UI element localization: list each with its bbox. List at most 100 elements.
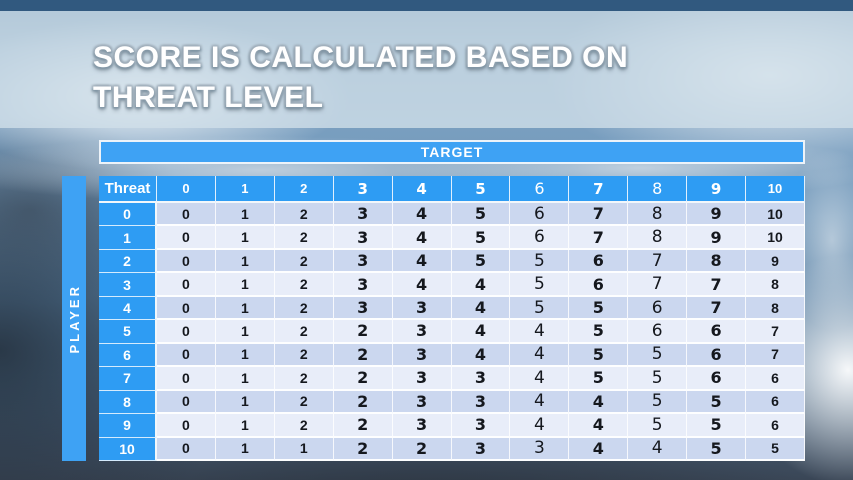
score-cell: 10	[746, 226, 805, 250]
score-cell: 7	[687, 273, 747, 297]
score-cell: 0	[157, 437, 216, 461]
score-cell: 6	[687, 367, 747, 391]
threat-row-header: 3	[99, 273, 157, 297]
score-cell: 7	[628, 249, 688, 274]
score-cell: 2	[333, 390, 393, 415]
score-cell: 6	[510, 226, 570, 250]
score-cell: 2	[392, 437, 452, 461]
score-cell: 7	[746, 343, 805, 368]
score-cell: 5	[569, 367, 629, 391]
score-cell: 7	[687, 296, 747, 321]
slide-title: SCORE IS CALCULATED BASED ON THREAT LEVE…	[93, 41, 629, 114]
score-cell: 5	[510, 249, 570, 274]
score-cell: 4	[569, 414, 629, 438]
score-cell: 6	[510, 203, 570, 227]
score-cell: 3	[451, 367, 511, 391]
score-cell: 6	[569, 249, 629, 274]
score-cell: 5	[628, 343, 688, 368]
score-cell: 3	[392, 320, 452, 344]
target-col-header: 4	[392, 176, 452, 203]
player-header-bar: PLAYER	[62, 176, 86, 461]
score-cell: 4	[392, 226, 452, 250]
score-cell: 1	[215, 226, 275, 250]
score-cell: 1	[215, 437, 275, 461]
target-col-header: 6	[510, 176, 570, 203]
score-cell: 0	[157, 367, 216, 391]
score-cell: 3	[392, 296, 452, 321]
score-cell: 4	[510, 320, 570, 344]
target-col-header: 7	[569, 176, 629, 203]
score-cell: 4	[392, 249, 452, 274]
score-cell: 4	[451, 296, 511, 321]
threat-row-header: 9	[99, 414, 157, 438]
score-cell: 3	[333, 249, 393, 274]
score-cell: 3	[392, 414, 452, 438]
threat-row-header: 0	[99, 203, 157, 227]
score-cell: 1	[215, 390, 275, 415]
score-cell: 1	[215, 320, 275, 344]
score-cell: 2	[274, 273, 334, 297]
threat-row-header: 4	[99, 296, 157, 321]
score-cell: 3	[510, 437, 570, 461]
score-cell: 2	[333, 414, 393, 438]
score-cell: 5	[628, 414, 688, 438]
score-cell: 6	[687, 343, 747, 368]
score-cell: 5	[569, 320, 629, 344]
score-cell: 10	[746, 203, 805, 227]
score-cell: 2	[274, 390, 334, 415]
score-cell: 0	[157, 390, 216, 415]
score-cell: 2	[333, 320, 393, 344]
score-cell: 3	[333, 296, 393, 321]
score-cell: 6	[628, 296, 688, 321]
score-cell: 2	[274, 414, 334, 438]
score-cell: 0	[157, 203, 216, 227]
threat-row-header: 2	[99, 249, 157, 274]
title-band: SCORE IS CALCULATED BASED ON THREAT LEVE…	[0, 11, 853, 128]
target-col-header: 9	[687, 176, 747, 203]
score-cell: 0	[157, 320, 216, 344]
score-cell: 3	[451, 390, 511, 415]
threat-row-header: 5	[99, 320, 157, 344]
score-cell: 5	[746, 437, 805, 461]
score-cell: 4	[392, 273, 452, 297]
top-strip	[0, 0, 853, 11]
score-cell: 4	[510, 367, 570, 391]
score-cell: 5	[569, 296, 629, 321]
score-cell: 6	[628, 320, 688, 344]
score-cell: 8	[628, 203, 688, 227]
score-cell: 9	[746, 249, 805, 274]
score-cell: 7	[628, 273, 688, 297]
score-cell: 9	[687, 203, 747, 227]
score-cell: 5	[628, 367, 688, 391]
score-cell: 6	[746, 414, 805, 438]
threat-row-header: 6	[99, 343, 157, 368]
threat-row-header: 1	[99, 226, 157, 250]
target-col-header: 2	[274, 176, 334, 203]
score-cell: 6	[746, 367, 805, 391]
threat-row-header: 8	[99, 390, 157, 415]
score-cell: 2	[333, 367, 393, 391]
target-col-header: 0	[157, 176, 216, 203]
score-cell: 3	[392, 343, 452, 368]
score-cell: 3	[392, 367, 452, 391]
target-col-header: 5	[451, 176, 511, 203]
score-cell: 5	[687, 437, 747, 461]
target-col-header: 10	[746, 176, 805, 203]
score-cell: 2	[274, 296, 334, 321]
score-cell: 1	[274, 437, 334, 461]
score-cell: 5	[687, 414, 747, 438]
score-cell: 0	[157, 343, 216, 368]
score-cell: 2	[274, 203, 334, 227]
score-cell: 5	[451, 203, 511, 227]
score-cell: 4	[392, 203, 452, 227]
score-cell: 3	[333, 203, 393, 227]
score-cell: 5	[628, 390, 688, 415]
score-cell: 3	[333, 226, 393, 250]
score-cell: 3	[392, 390, 452, 415]
score-cell: 1	[215, 343, 275, 368]
score-cell: 4	[451, 320, 511, 344]
score-table: Threat 0 1 2 3 4 5 6 7 8 9 10 0 0 1 2 3 4 5 6 7 8 9 10 1 0 1 2 3 4 5 6 7…	[99, 176, 805, 461]
score-cell: 0	[157, 296, 216, 321]
score-cell: 0	[157, 249, 216, 274]
score-cell: 6	[687, 320, 747, 344]
